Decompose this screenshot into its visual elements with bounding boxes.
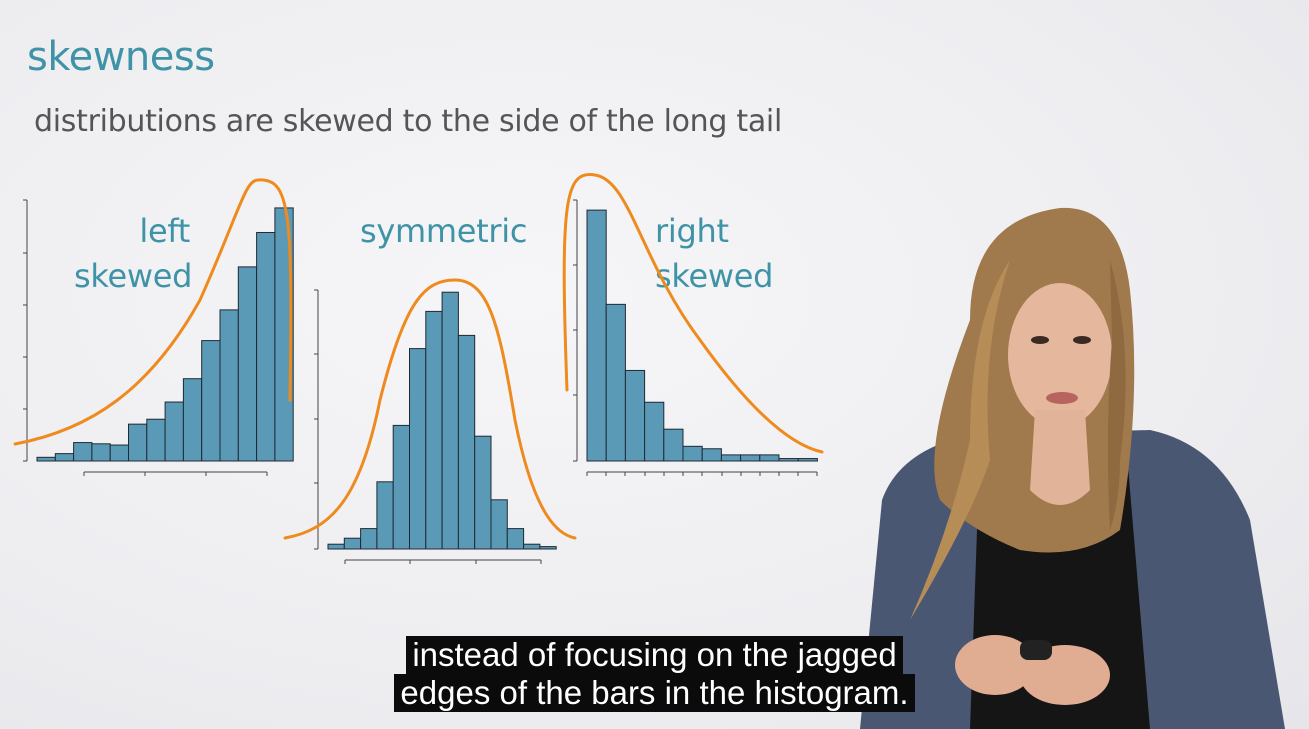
presenter-eye-right	[1073, 336, 1091, 344]
histogram-bar	[778, 458, 799, 462]
histogram-bar	[624, 369, 646, 462]
histogram-bar	[392, 424, 411, 550]
histogram-bar	[73, 442, 93, 462]
histogram-bar	[376, 481, 394, 550]
histogram-bar	[663, 428, 684, 462]
histogram-bar	[201, 340, 221, 462]
presenter-photo	[860, 207, 1285, 729]
presenter-neck	[1030, 410, 1090, 505]
histogram-bar	[759, 454, 780, 462]
histogram-bar	[740, 454, 761, 462]
histogram-bar	[343, 537, 362, 550]
density-curve	[562, 173, 824, 454]
histogram-bar	[523, 543, 541, 550]
histogram-bar	[586, 209, 607, 462]
histogram-bar	[146, 418, 166, 462]
histogram-bar	[539, 546, 557, 550]
slide-subtitle: distributions are skewed to the side of …	[34, 104, 782, 139]
histogram-bar	[164, 401, 184, 462]
histogram-bar	[327, 543, 345, 550]
presenter-hand-left	[955, 635, 1035, 695]
chart-left-label-line2: skewed	[74, 257, 193, 295]
histogram-bar	[720, 454, 742, 462]
histogram-bar	[441, 291, 459, 550]
histogram-bar	[797, 458, 818, 462]
presenter-eye-left	[1031, 336, 1049, 344]
subtitle-line-1: instead of focusing on the jagged	[406, 636, 903, 674]
histogram-left-skewed	[13, 178, 294, 476]
histogram-bar	[682, 445, 703, 462]
presenter-mouth	[1046, 392, 1078, 404]
presenter-clicker	[1020, 640, 1052, 660]
histogram-bar	[457, 334, 476, 550]
subtitles: instead of focusing on the jagged edges …	[0, 636, 1309, 712]
slide-title: skewness	[27, 34, 215, 80]
histogram-bar	[182, 378, 203, 462]
chart-left-label-line1: left	[139, 212, 190, 250]
histogram-bar	[54, 453, 75, 462]
chart-right-label: right skewed	[655, 209, 773, 299]
histogram-bar	[256, 231, 276, 462]
histogram-right-skewed	[562, 173, 824, 476]
histogram-bar	[360, 528, 378, 550]
histogram-bar	[128, 423, 148, 462]
chart-left-label: left skewed	[74, 209, 193, 299]
histogram-bar	[701, 448, 722, 462]
presenter-hair-left	[910, 260, 1010, 620]
subtitle-line-2: edges of the bars in the histogram.	[394, 674, 915, 712]
histogram-bar	[506, 528, 525, 550]
histogram-bar	[425, 310, 443, 550]
histogram-bar	[605, 303, 626, 462]
chart-right-label-line1: right	[655, 212, 729, 250]
histogram-bar	[490, 499, 508, 550]
chart-symmetric-label: symmetric	[360, 209, 527, 254]
histogram-bar	[474, 435, 492, 550]
density-curve	[13, 178, 293, 446]
presenter-face	[1008, 283, 1112, 427]
histogram-bar	[644, 401, 665, 462]
histogram-bar	[219, 309, 239, 462]
chart-symmetric-label-line1: symmetric	[360, 212, 528, 250]
histogram-bar	[237, 266, 258, 462]
chart-right-label-line2: skewed	[655, 257, 774, 295]
histogram-bar	[109, 444, 129, 462]
histogram-bar	[91, 443, 111, 462]
density-curve	[283, 278, 577, 540]
presenter-hair-right	[1107, 260, 1126, 530]
histogram-bar	[409, 348, 427, 550]
histogram-bar	[36, 456, 56, 462]
histogram-symmetric	[283, 278, 577, 564]
